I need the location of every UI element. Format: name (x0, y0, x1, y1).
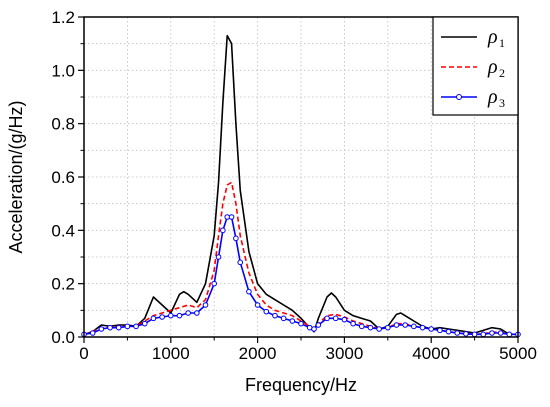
series-3-point (98, 326, 105, 332)
legend-subscript-2: 2 (499, 66, 505, 80)
series-3-point (497, 330, 504, 336)
series-layer (81, 34, 521, 338)
series-3-point (233, 235, 239, 242)
x-tick-label: 1000 (152, 344, 190, 363)
x-tick-label: 3000 (325, 344, 363, 363)
series-3-point (393, 322, 400, 328)
legend-subscript-1: 1 (499, 36, 505, 50)
series-3-point (289, 318, 296, 324)
series-3-point (237, 259, 244, 266)
series-3-point (324, 315, 330, 322)
y-tick-label: 0.0 (51, 328, 75, 347)
series-3-point (332, 315, 339, 322)
series-3-point (159, 314, 165, 320)
y-tick-label: 0.4 (51, 221, 75, 240)
x-tick-label: 0 (79, 344, 88, 363)
series-3-point (211, 280, 217, 287)
series-3-point (176, 312, 183, 319)
series-3-point (428, 326, 435, 332)
series-3-point (272, 312, 278, 319)
grid-lines (84, 17, 518, 337)
series-3-point (185, 310, 191, 316)
series-3-point (254, 302, 261, 308)
series-3-point (298, 320, 304, 327)
series-3-point (107, 324, 113, 331)
legend-box (432, 16, 519, 116)
series-3-point (411, 323, 417, 330)
series-3-point (311, 326, 317, 332)
series-3-point (228, 214, 235, 220)
series-3-point (376, 326, 382, 332)
series-line-1 (83, 34, 518, 336)
series-3-point (358, 323, 365, 330)
series-3-point (115, 324, 122, 331)
series-3-point (489, 330, 495, 336)
tick-labels: 0 1000 2000 3000 4000 5000 0.0 0.2 0.4 0.6 0.8 1.0 1… (51, 8, 537, 363)
series-3-point (202, 302, 209, 308)
series-3-point (280, 315, 287, 322)
series-3-point (385, 324, 391, 331)
y-tick-label: 0.8 (51, 115, 75, 134)
series-3-point (220, 227, 226, 234)
series-3-point (445, 328, 452, 335)
series-3-point (215, 254, 222, 260)
y-axis-label: Acceleration/(g/Hz) (6, 100, 26, 253)
series-3-point (263, 308, 270, 315)
series-3-point (437, 327, 443, 334)
series-3-point (402, 322, 408, 328)
series-3-point (463, 331, 469, 337)
x-axis-label: Frequency/Hz (245, 375, 357, 395)
series-3-point (454, 330, 461, 336)
legend-label-2: ρ (487, 56, 498, 78)
series-3-point (367, 324, 374, 331)
series-3-point (506, 331, 513, 338)
series-3-point (89, 330, 96, 336)
series-3-point (150, 315, 157, 322)
legend: ρ 1ρ 2ρ 3 (432, 16, 519, 116)
axis-ticks (78, 16, 519, 343)
y-tick-label: 0.2 (51, 275, 75, 294)
x-tick-label: 5000 (499, 344, 537, 363)
series-3-point (124, 323, 131, 330)
series-3-point (341, 316, 348, 323)
series-3-point (194, 310, 200, 316)
y-tick-label: 1.0 (51, 61, 75, 80)
series-3-point (246, 288, 252, 295)
y-tick-label: 0.6 (51, 168, 75, 187)
series-3-point (471, 331, 478, 338)
x-tick-label: 2000 (239, 344, 277, 363)
series-3-point (480, 331, 487, 338)
legend-subscript-3: 3 (499, 96, 505, 110)
series-3-point (133, 323, 139, 330)
y-tick-label: 1.2 (51, 8, 75, 27)
legend-label-1: ρ (487, 26, 498, 48)
series-3-point (419, 324, 426, 331)
series-3-point (350, 320, 356, 327)
series-3-point (315, 322, 322, 328)
series-3-point (141, 320, 148, 327)
legend-marker-3 (456, 94, 462, 100)
series-3-point (168, 312, 174, 319)
x-tick-label: 4000 (412, 344, 450, 363)
legend-label-3: ρ (487, 86, 498, 108)
